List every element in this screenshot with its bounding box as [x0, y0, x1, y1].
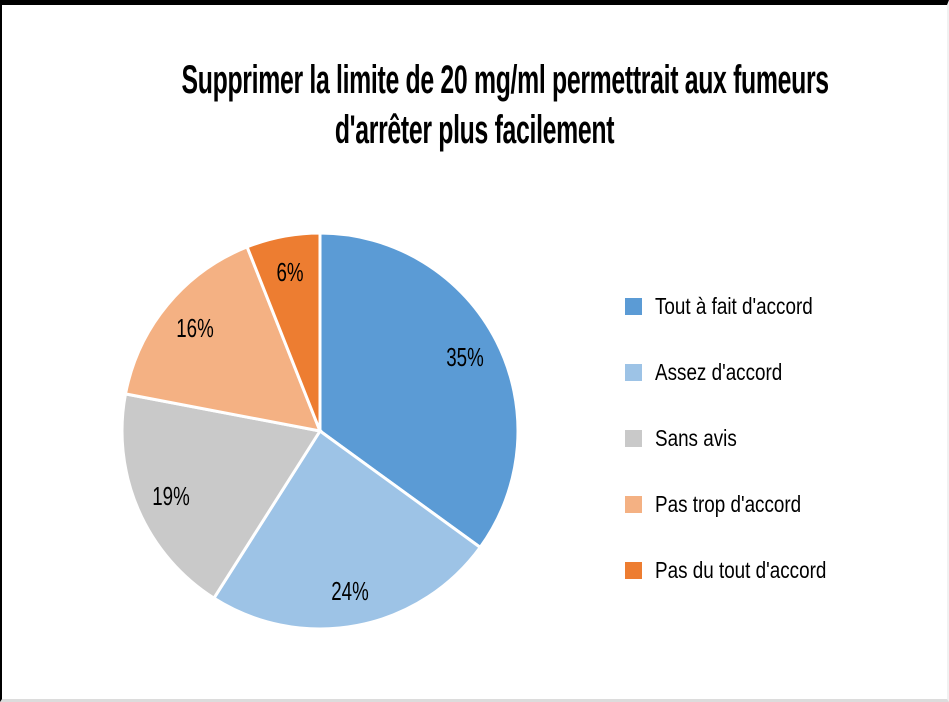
legend: Tout à fait d'accord Assez d'accord Sans a…	[625, 294, 864, 582]
legend-swatch	[625, 495, 642, 513]
pie-slice	[123, 244, 323, 433]
pie-chart	[120, 231, 520, 631]
pie-slice-label: 35%	[445, 342, 484, 373]
legend-swatch	[625, 561, 642, 579]
pie-slice-label: 19%	[152, 480, 190, 511]
legend-label: Sans avis	[655, 425, 737, 451]
pie-slice	[318, 231, 520, 550]
legend-item: Pas du tout d'accord	[625, 558, 864, 582]
legend-label: Assez d'accord	[655, 359, 783, 385]
pie-slice-label: 6%	[276, 256, 304, 287]
legend-label: Tout à fait d'accord	[655, 293, 813, 319]
pie-slice-label: 16%	[176, 312, 214, 343]
chart-title-line-1: Supprimer la limite de 20 mg/ml permettr…	[181, 58, 830, 102]
pie-slice	[245, 231, 322, 432]
legend-item: Assez d'accord	[625, 360, 864, 384]
pie-slice	[211, 428, 483, 631]
chart-title-line-2: d'arrêter plus facilement	[334, 108, 615, 152]
legend-swatch	[625, 297, 642, 315]
pie-slice-label: 24%	[331, 575, 370, 606]
chart-title: Supprimer la limite de 20 mg/ml permettr…	[2, 55, 947, 155]
pie-slice	[120, 392, 323, 601]
legend-item: Tout à fait d'accord	[625, 294, 864, 318]
pie-slice-labels: 35% 24% 19% 16% 6%	[2, 5, 947, 699]
legend-swatch	[625, 429, 642, 447]
legend-swatch	[625, 363, 642, 381]
legend-item: Sans avis	[625, 426, 864, 450]
legend-label: Pas trop d'accord	[655, 491, 802, 517]
legend-item: Pas trop d'accord	[625, 492, 864, 516]
legend-label: Pas du tout d'accord	[655, 557, 827, 583]
